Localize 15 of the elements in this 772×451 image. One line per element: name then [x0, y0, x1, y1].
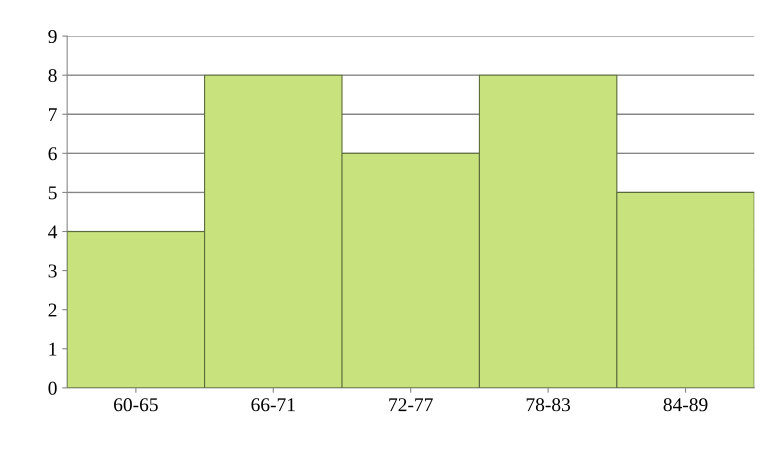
x-tick-label: 60-65	[114, 398, 158, 412]
y-tick-label: 7	[49, 108, 57, 121]
y-tick-label: 8	[48, 68, 57, 82]
y-tick-label: 2	[48, 304, 56, 316]
x-tick-label: 78-83	[526, 398, 570, 412]
x-tick-label: 72-77	[389, 398, 433, 412]
y-tick-label: 6	[48, 147, 57, 160]
y-tick-label: 4	[48, 225, 58, 238]
y-tick-label: 3	[48, 264, 57, 278]
y-tick-label: 1	[49, 342, 56, 356]
y-tick-label: 0	[48, 382, 57, 395]
x-tick-label: 66-71	[251, 398, 295, 412]
y-tick-label: 9	[48, 30, 57, 44]
y-tick-label: 5	[48, 186, 57, 200]
x-tick-label: 84-89	[664, 398, 708, 412]
